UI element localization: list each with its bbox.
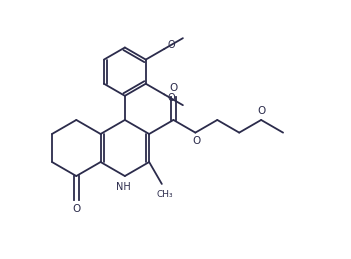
Text: O: O	[167, 40, 175, 50]
Text: O: O	[169, 83, 178, 93]
Text: O: O	[167, 93, 175, 103]
Text: CH₃: CH₃	[157, 190, 173, 199]
Text: O: O	[193, 136, 201, 146]
Text: NH: NH	[115, 182, 130, 192]
Text: O: O	[72, 204, 80, 214]
Text: O: O	[257, 106, 265, 116]
